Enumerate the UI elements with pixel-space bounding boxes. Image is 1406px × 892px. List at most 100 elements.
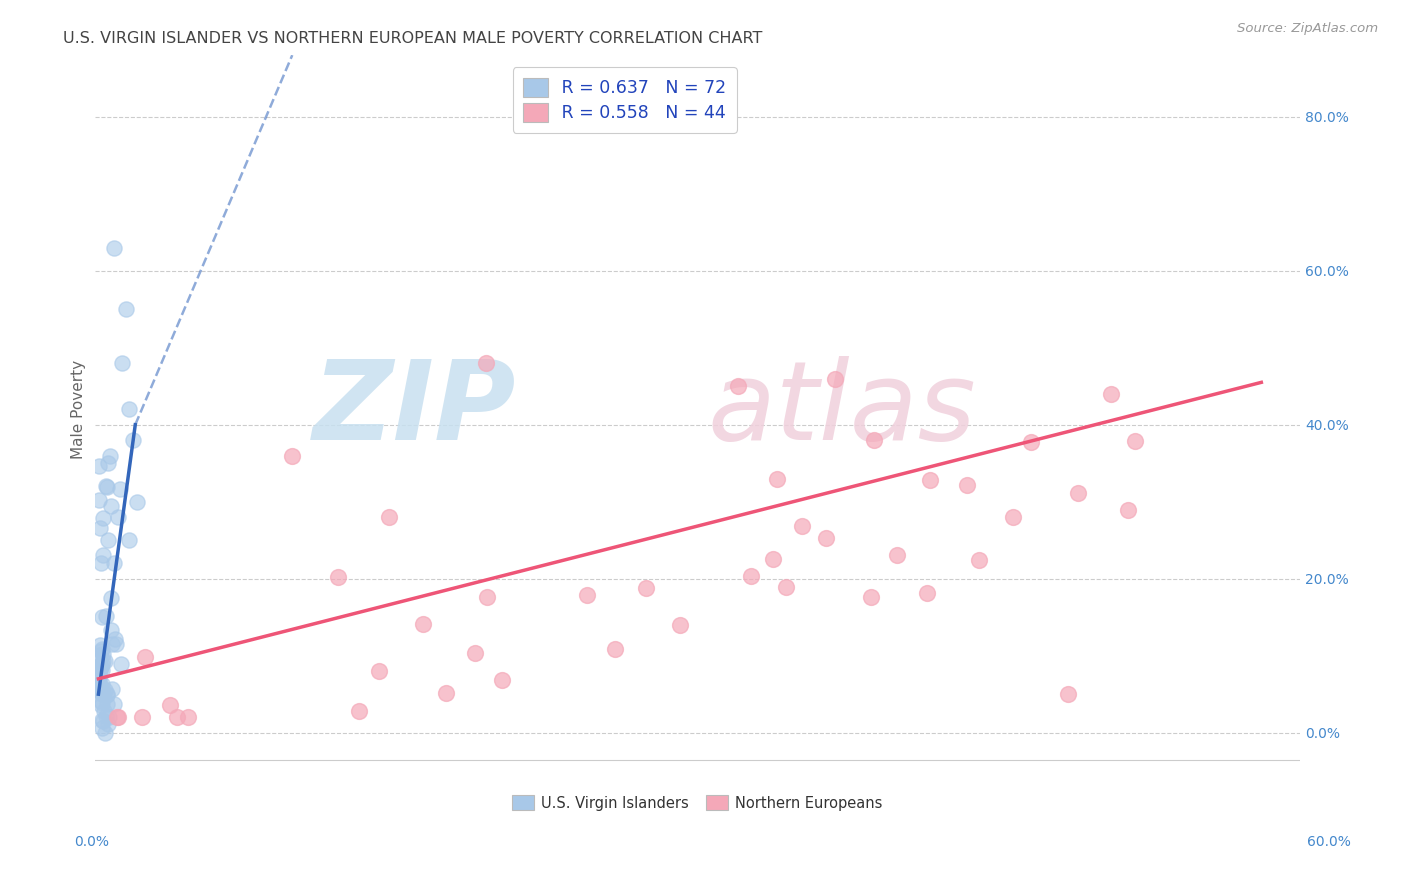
Point xyxy=(765,472,787,486)
Point xyxy=(90,683,112,698)
Text: 0.0%: 0.0% xyxy=(75,835,108,848)
Text: Source: ZipAtlas.com: Source: ZipAtlas.com xyxy=(1237,22,1378,36)
Point xyxy=(91,687,114,701)
Point xyxy=(886,549,908,563)
Point xyxy=(740,569,762,583)
Point xyxy=(97,533,120,548)
Point xyxy=(90,641,112,656)
Point xyxy=(96,688,118,702)
Point xyxy=(91,663,114,677)
Point xyxy=(89,663,111,677)
Point xyxy=(636,581,658,595)
Point xyxy=(96,479,118,493)
Point xyxy=(166,710,188,724)
Point xyxy=(87,659,110,673)
Point xyxy=(967,553,990,567)
Point xyxy=(90,684,112,698)
Point xyxy=(917,585,939,599)
Point xyxy=(464,646,486,660)
Point xyxy=(103,556,125,570)
Point xyxy=(104,636,127,650)
Point xyxy=(1002,510,1025,524)
Point xyxy=(347,704,370,718)
Y-axis label: Male Poverty: Male Poverty xyxy=(72,359,86,458)
Point xyxy=(475,591,498,605)
Point xyxy=(97,456,120,470)
Point xyxy=(122,433,145,447)
Point xyxy=(90,694,112,708)
Point xyxy=(127,494,149,508)
Point xyxy=(87,671,110,685)
Point xyxy=(89,681,111,695)
Point xyxy=(1116,502,1139,516)
Point xyxy=(91,657,114,672)
Point xyxy=(93,654,115,668)
Point xyxy=(90,643,112,657)
Point xyxy=(378,510,401,524)
Point xyxy=(1066,486,1088,500)
Text: ZIP: ZIP xyxy=(314,356,516,463)
Point xyxy=(96,687,118,701)
Point xyxy=(727,379,749,393)
Point xyxy=(1056,687,1078,701)
Point xyxy=(91,686,114,700)
Point xyxy=(96,697,118,711)
Point xyxy=(94,608,117,623)
Point xyxy=(918,473,941,487)
Point xyxy=(87,492,110,507)
Point xyxy=(475,356,498,370)
Point xyxy=(103,697,125,711)
Point xyxy=(89,677,111,691)
Point xyxy=(1099,387,1122,401)
Point xyxy=(89,661,111,675)
Point xyxy=(367,665,389,679)
Point xyxy=(118,402,141,417)
Point xyxy=(89,648,111,662)
Text: atlas: atlas xyxy=(707,356,976,463)
Point xyxy=(87,667,110,681)
Point xyxy=(328,570,350,584)
Point xyxy=(98,449,121,463)
Point xyxy=(669,618,692,632)
Point xyxy=(101,637,124,651)
Point xyxy=(281,449,304,463)
Point xyxy=(93,654,115,668)
Point xyxy=(93,704,115,718)
Point xyxy=(91,648,114,662)
Point xyxy=(96,480,118,494)
Point xyxy=(762,551,785,566)
Point xyxy=(603,641,626,656)
Point xyxy=(87,459,110,474)
Point xyxy=(775,580,797,594)
Point xyxy=(111,356,134,370)
Point xyxy=(824,371,846,385)
Point xyxy=(412,617,434,632)
Point xyxy=(87,677,110,691)
Point xyxy=(131,710,153,724)
Point xyxy=(91,696,114,710)
Point xyxy=(108,482,131,496)
Point xyxy=(576,589,599,603)
Point xyxy=(100,591,122,605)
Point xyxy=(107,510,129,524)
Point xyxy=(90,609,112,624)
Legend: U.S. Virgin Islanders, Northern Europeans: U.S. Virgin Islanders, Northern European… xyxy=(506,789,889,816)
Point xyxy=(434,685,457,699)
Point xyxy=(93,548,115,562)
Point xyxy=(1125,434,1147,449)
Point xyxy=(859,591,882,605)
Point xyxy=(94,682,117,697)
Point xyxy=(159,698,181,713)
Point xyxy=(101,681,124,696)
Point xyxy=(94,709,117,723)
Point xyxy=(105,710,128,724)
Point xyxy=(104,632,127,646)
Point xyxy=(94,725,117,739)
Point xyxy=(97,717,120,731)
Point xyxy=(956,477,979,491)
Point xyxy=(790,519,813,533)
Text: 60.0%: 60.0% xyxy=(1306,835,1351,848)
Point xyxy=(100,623,122,637)
Point xyxy=(90,556,112,570)
Point xyxy=(98,710,121,724)
